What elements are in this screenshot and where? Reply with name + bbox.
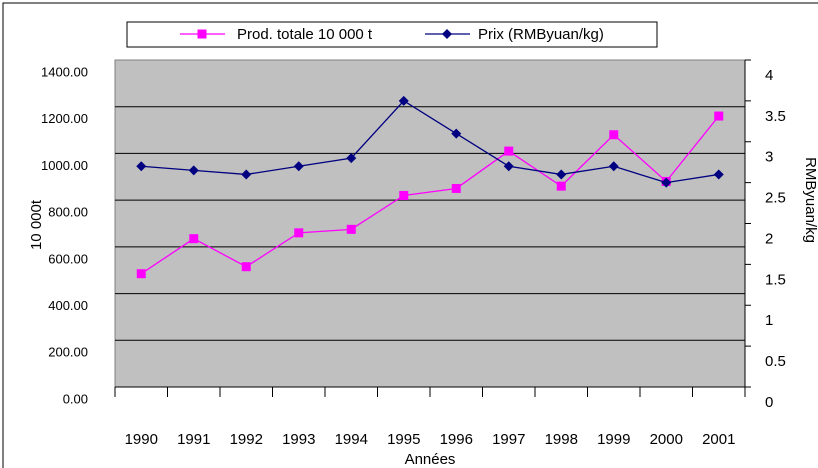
- x-tick-label: 1993: [282, 431, 315, 448]
- marker: [451, 183, 461, 193]
- marker: [136, 269, 146, 279]
- y2-tick-label: 0.5: [765, 353, 786, 370]
- y-tick-label: 1200.00: [41, 111, 88, 126]
- marker: [661, 177, 672, 188]
- x-tick-label: 2000: [650, 431, 683, 448]
- series-line: [141, 100, 719, 184]
- y-tick-label: 0.00: [63, 391, 88, 406]
- marker: [451, 128, 462, 139]
- marker: [293, 161, 304, 172]
- x-tick-label: 1991: [177, 431, 210, 448]
- y-tick-label: 800.00: [48, 205, 88, 220]
- x-tick-label: 1995: [387, 431, 420, 448]
- x-tick-label: 1997: [492, 431, 525, 448]
- marker: [346, 153, 357, 164]
- marker: [241, 169, 252, 180]
- y-tick-label: 400.00: [48, 298, 88, 313]
- plot-area: [114, 59, 746, 388]
- legend-label: Prod. totale 10 000 t: [237, 26, 373, 43]
- y-tick-label: 600.00: [48, 251, 88, 266]
- y2-tick-label: 1.5: [765, 271, 786, 288]
- marker: [609, 130, 619, 140]
- marker: [136, 161, 147, 172]
- marker: [714, 111, 724, 121]
- x-tick-label: 1996: [440, 431, 473, 448]
- y2-tick-label: 2: [765, 230, 773, 247]
- marker: [504, 146, 514, 156]
- y2-tick-label: 1: [765, 312, 773, 329]
- x-tick-label: 1992: [230, 431, 263, 448]
- marker: [197, 29, 207, 39]
- y2-axis-title: RMByuan/kg: [802, 157, 818, 243]
- marker: [556, 169, 567, 180]
- marker: [608, 161, 619, 172]
- y-tick-label: 200.00: [48, 345, 88, 360]
- x-tick-label: 1994: [335, 431, 368, 448]
- y2-tick-label: 0: [765, 394, 773, 411]
- x-tick-label: 1990: [125, 431, 158, 448]
- series-line: [140, 115, 720, 275]
- marker: [346, 224, 356, 234]
- marker: [241, 262, 251, 272]
- marker: [294, 228, 304, 238]
- y2-tick-label: 3.5: [765, 108, 786, 125]
- marker: [188, 165, 199, 176]
- marker: [713, 169, 724, 180]
- x-tick-label: 1999: [597, 431, 630, 448]
- x-tick-label: 2001: [702, 431, 735, 448]
- y2-tick-label: 2.5: [765, 190, 786, 207]
- y2-tick-label: 4: [765, 67, 773, 84]
- legend-label: Prix (RMByuan/kg): [478, 26, 604, 43]
- y2-tick-label: 3: [765, 149, 773, 166]
- marker: [189, 234, 199, 244]
- marker: [399, 190, 409, 200]
- y-axis-title: 10 000t: [28, 199, 45, 250]
- marker: [442, 29, 452, 39]
- marker: [503, 161, 514, 172]
- marker: [398, 95, 409, 106]
- y-tick-label: 1000.00: [41, 158, 88, 173]
- y-tick-label: 1400.00: [41, 64, 88, 79]
- x-tick-label: 1998: [545, 431, 578, 448]
- x-axis-title: Années: [405, 451, 456, 468]
- marker: [556, 181, 566, 191]
